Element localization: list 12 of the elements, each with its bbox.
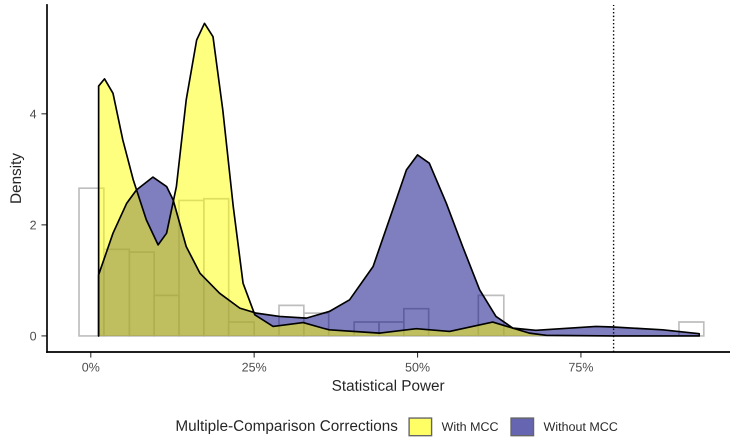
y-tick-label: 0	[30, 332, 36, 341]
x-tick-label: 25%	[242, 362, 266, 372]
legend-label: With MCC	[442, 422, 498, 432]
y-axis-title: Density	[10, 153, 24, 203]
y-tick-label: 2	[30, 220, 36, 230]
x-axis-title: Statistical Power	[332, 380, 444, 391]
x-tick-label: 75%	[569, 362, 593, 372]
x-tick-label: 50%	[406, 362, 430, 372]
y-tick-label: 4	[30, 110, 36, 118]
legend-title: Multiple-Comparison Corrections	[176, 420, 398, 434]
x-tick-label: 0%	[82, 362, 100, 372]
legend-label: Without MCC	[544, 422, 618, 432]
